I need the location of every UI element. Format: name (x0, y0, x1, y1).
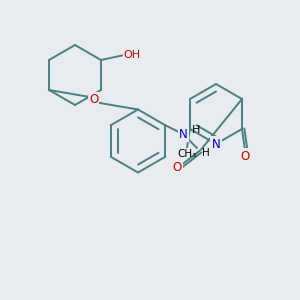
Text: H: H (192, 125, 200, 135)
Text: O: O (173, 161, 182, 174)
Text: OH: OH (124, 50, 141, 61)
Text: H: H (202, 148, 209, 158)
Text: O: O (240, 149, 250, 163)
Text: N: N (179, 128, 188, 141)
Text: O: O (89, 93, 98, 106)
Text: N: N (212, 137, 220, 151)
Text: CH₃: CH₃ (177, 149, 196, 160)
